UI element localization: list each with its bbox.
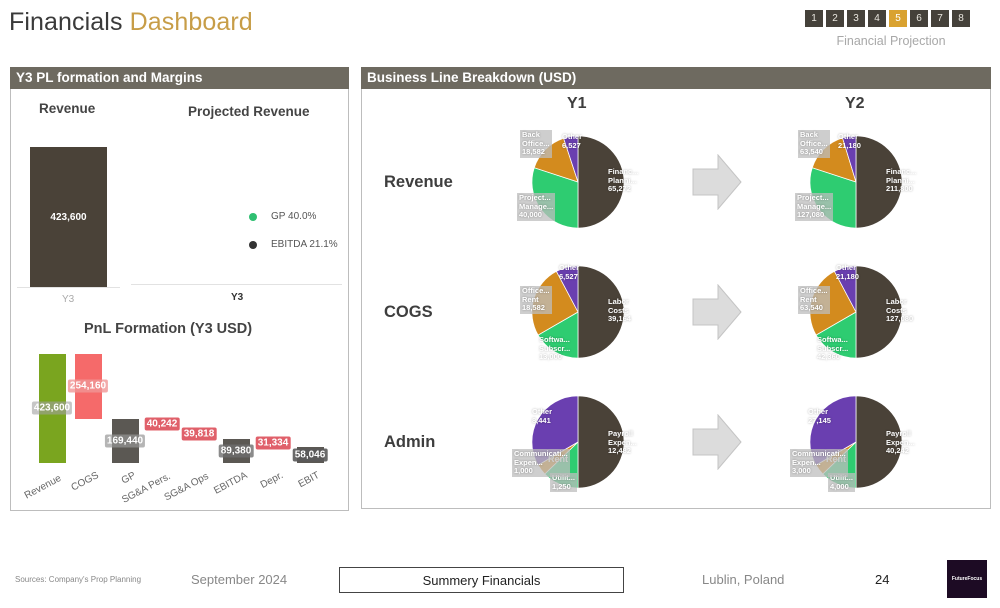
page-title: Financials Dashboard <box>9 8 253 37</box>
column-label-y2: Y2 <box>845 95 865 112</box>
row-label-revenue: Revenue <box>384 173 453 191</box>
business-line-panel: Business Line Breakdown (USD) Y1 Y2 Reve… <box>361 67 991 509</box>
revenue-axis-line <box>17 287 120 288</box>
pie-cogs-y2 <box>809 265 903 359</box>
waterfall-label-sga-ops: 39,818 <box>181 427 217 441</box>
pie-label: Office... Rent 63,540 <box>798 286 830 314</box>
row-label-admin: Admin <box>384 433 436 451</box>
pie-label: Back Office... 63,540 <box>798 130 830 158</box>
pl-margins-panel: Y3 PL formation and Margins Revenue 423,… <box>10 67 349 511</box>
projected-axis-line <box>131 284 342 285</box>
page-button-8[interactable]: 8 <box>952 10 970 27</box>
waterfall-label-gp: 169,440 <box>104 434 146 448</box>
waterfall-label-cogs: 254,160 <box>67 379 109 393</box>
waterfall-label-revenue: 423,600 <box>31 401 73 415</box>
page-button-3[interactable]: 3 <box>847 10 865 27</box>
legend-gp-label: GP 40.0% <box>271 211 317 222</box>
pie-label: Other 6,527 <box>562 132 583 150</box>
revenue-chart-title: Revenue <box>39 101 96 116</box>
page-title-part2: Dashboard <box>129 8 253 36</box>
pie-label: Other 6,527 <box>559 263 580 281</box>
waterfall-cat-cogs: COGS <box>68 470 101 494</box>
arrow-right-icon <box>692 154 742 210</box>
page-title-part1: Financials <box>9 8 123 36</box>
page-button-6[interactable]: 6 <box>910 10 928 27</box>
pie-label: Back Office... 18,582 <box>520 130 552 158</box>
pie-label: Communicati... Expen... 3,000 <box>790 449 848 477</box>
pie-label: Financ... Planni... 65,272 <box>608 167 639 193</box>
pie-label: Financ... Planni... 211,800 <box>886 167 917 193</box>
ebitda-dot-icon <box>249 240 257 249</box>
waterfall-cat-ebit: EBIT <box>296 470 322 491</box>
footer-location: Lublin, Poland <box>702 572 785 587</box>
pie-label: Project... Manage... 40,000 <box>517 193 556 221</box>
page-navigator: 1 2 3 4 5 6 7 8 <box>805 10 970 27</box>
page-button-4[interactable]: 4 <box>868 10 886 27</box>
pie-label: Other 21,180 <box>836 263 859 281</box>
pie-label: Payroll Expen... 12,482 <box>608 429 637 455</box>
pie-label: Softwa... Subscr... 42,360 <box>817 335 849 361</box>
page-button-7[interactable]: 7 <box>931 10 949 27</box>
waterfall-label-sga-pers: 40,242 <box>144 417 180 431</box>
pie-label: Project... Manage... 127,080 <box>795 193 834 221</box>
pie-label: Labor Costs 39,164 <box>608 297 631 323</box>
legend-gp: GP 40.0% <box>249 211 316 222</box>
footer-date: September 2024 <box>191 572 288 587</box>
pie-label: Softwa... Subscr... 13,000 <box>539 335 571 361</box>
pager-caption: Financial Projection <box>836 34 946 48</box>
pie-label: Other 8,441 <box>532 407 553 425</box>
pie-label: Utilit... 1,250 <box>550 473 577 492</box>
waterfall-cat-ebitda: EBITDA <box>212 470 250 497</box>
waterfall-cat-depr: Depr. <box>258 470 286 491</box>
footer-page-number: 24 <box>875 572 890 587</box>
page-button-1[interactable]: 1 <box>805 10 823 27</box>
projected-revenue-title: Projected Revenue <box>188 104 310 119</box>
waterfall-cat-gp: GP <box>119 470 138 487</box>
footer-sources: Sources: Company's Prop Planning <box>15 575 142 584</box>
pie-label: Other 21,180 <box>838 132 861 150</box>
pie-label: Payroll Expen... 40,242 <box>886 429 915 455</box>
pie-label: Communicati... Expen... 1,000 <box>512 449 570 477</box>
pie-label: Other 27,145 <box>808 407 831 425</box>
revenue-bar: 423,600 <box>30 147 107 287</box>
pie-label: Office... Rent 18,582 <box>520 286 552 314</box>
waterfall-label-depr: 31,334 <box>255 436 291 450</box>
gp-dot-icon <box>249 212 257 221</box>
pie-label: Utilit... 4,000 <box>828 473 855 492</box>
arrow-right-icon <box>692 414 742 470</box>
revenue-bar-label: 423,600 <box>50 211 87 223</box>
page-button-5-active[interactable]: 5 <box>889 10 907 27</box>
waterfall-cat-revenue: Revenue <box>22 473 64 502</box>
column-label-y1: Y1 <box>567 95 587 112</box>
footer-section-title: Summery Financials <box>339 567 624 593</box>
legend-ebitda: EBITDA 21.1% <box>249 239 338 250</box>
panel-header: Business Line Breakdown (USD) <box>361 67 991 89</box>
page-button-2[interactable]: 2 <box>826 10 844 27</box>
waterfall-label-ebitda: 89,380 <box>218 444 254 458</box>
revenue-x-label: Y3 <box>62 294 75 305</box>
projected-x-label: Y3 <box>231 292 244 303</box>
pnl-chart-title: PnL Formation (Y3 USD) <box>84 321 253 337</box>
arrow-right-icon <box>692 284 742 340</box>
waterfall-label-ebit: 58,046 <box>292 448 328 462</box>
row-label-cogs: COGS <box>384 303 433 321</box>
pie-label: Labor Costs 127,080 <box>886 297 914 323</box>
legend-ebitda-label: EBITDA 21.1% <box>271 239 338 250</box>
company-logo: FutureFocus <box>947 560 987 598</box>
panel-header: Y3 PL formation and Margins <box>10 67 349 89</box>
